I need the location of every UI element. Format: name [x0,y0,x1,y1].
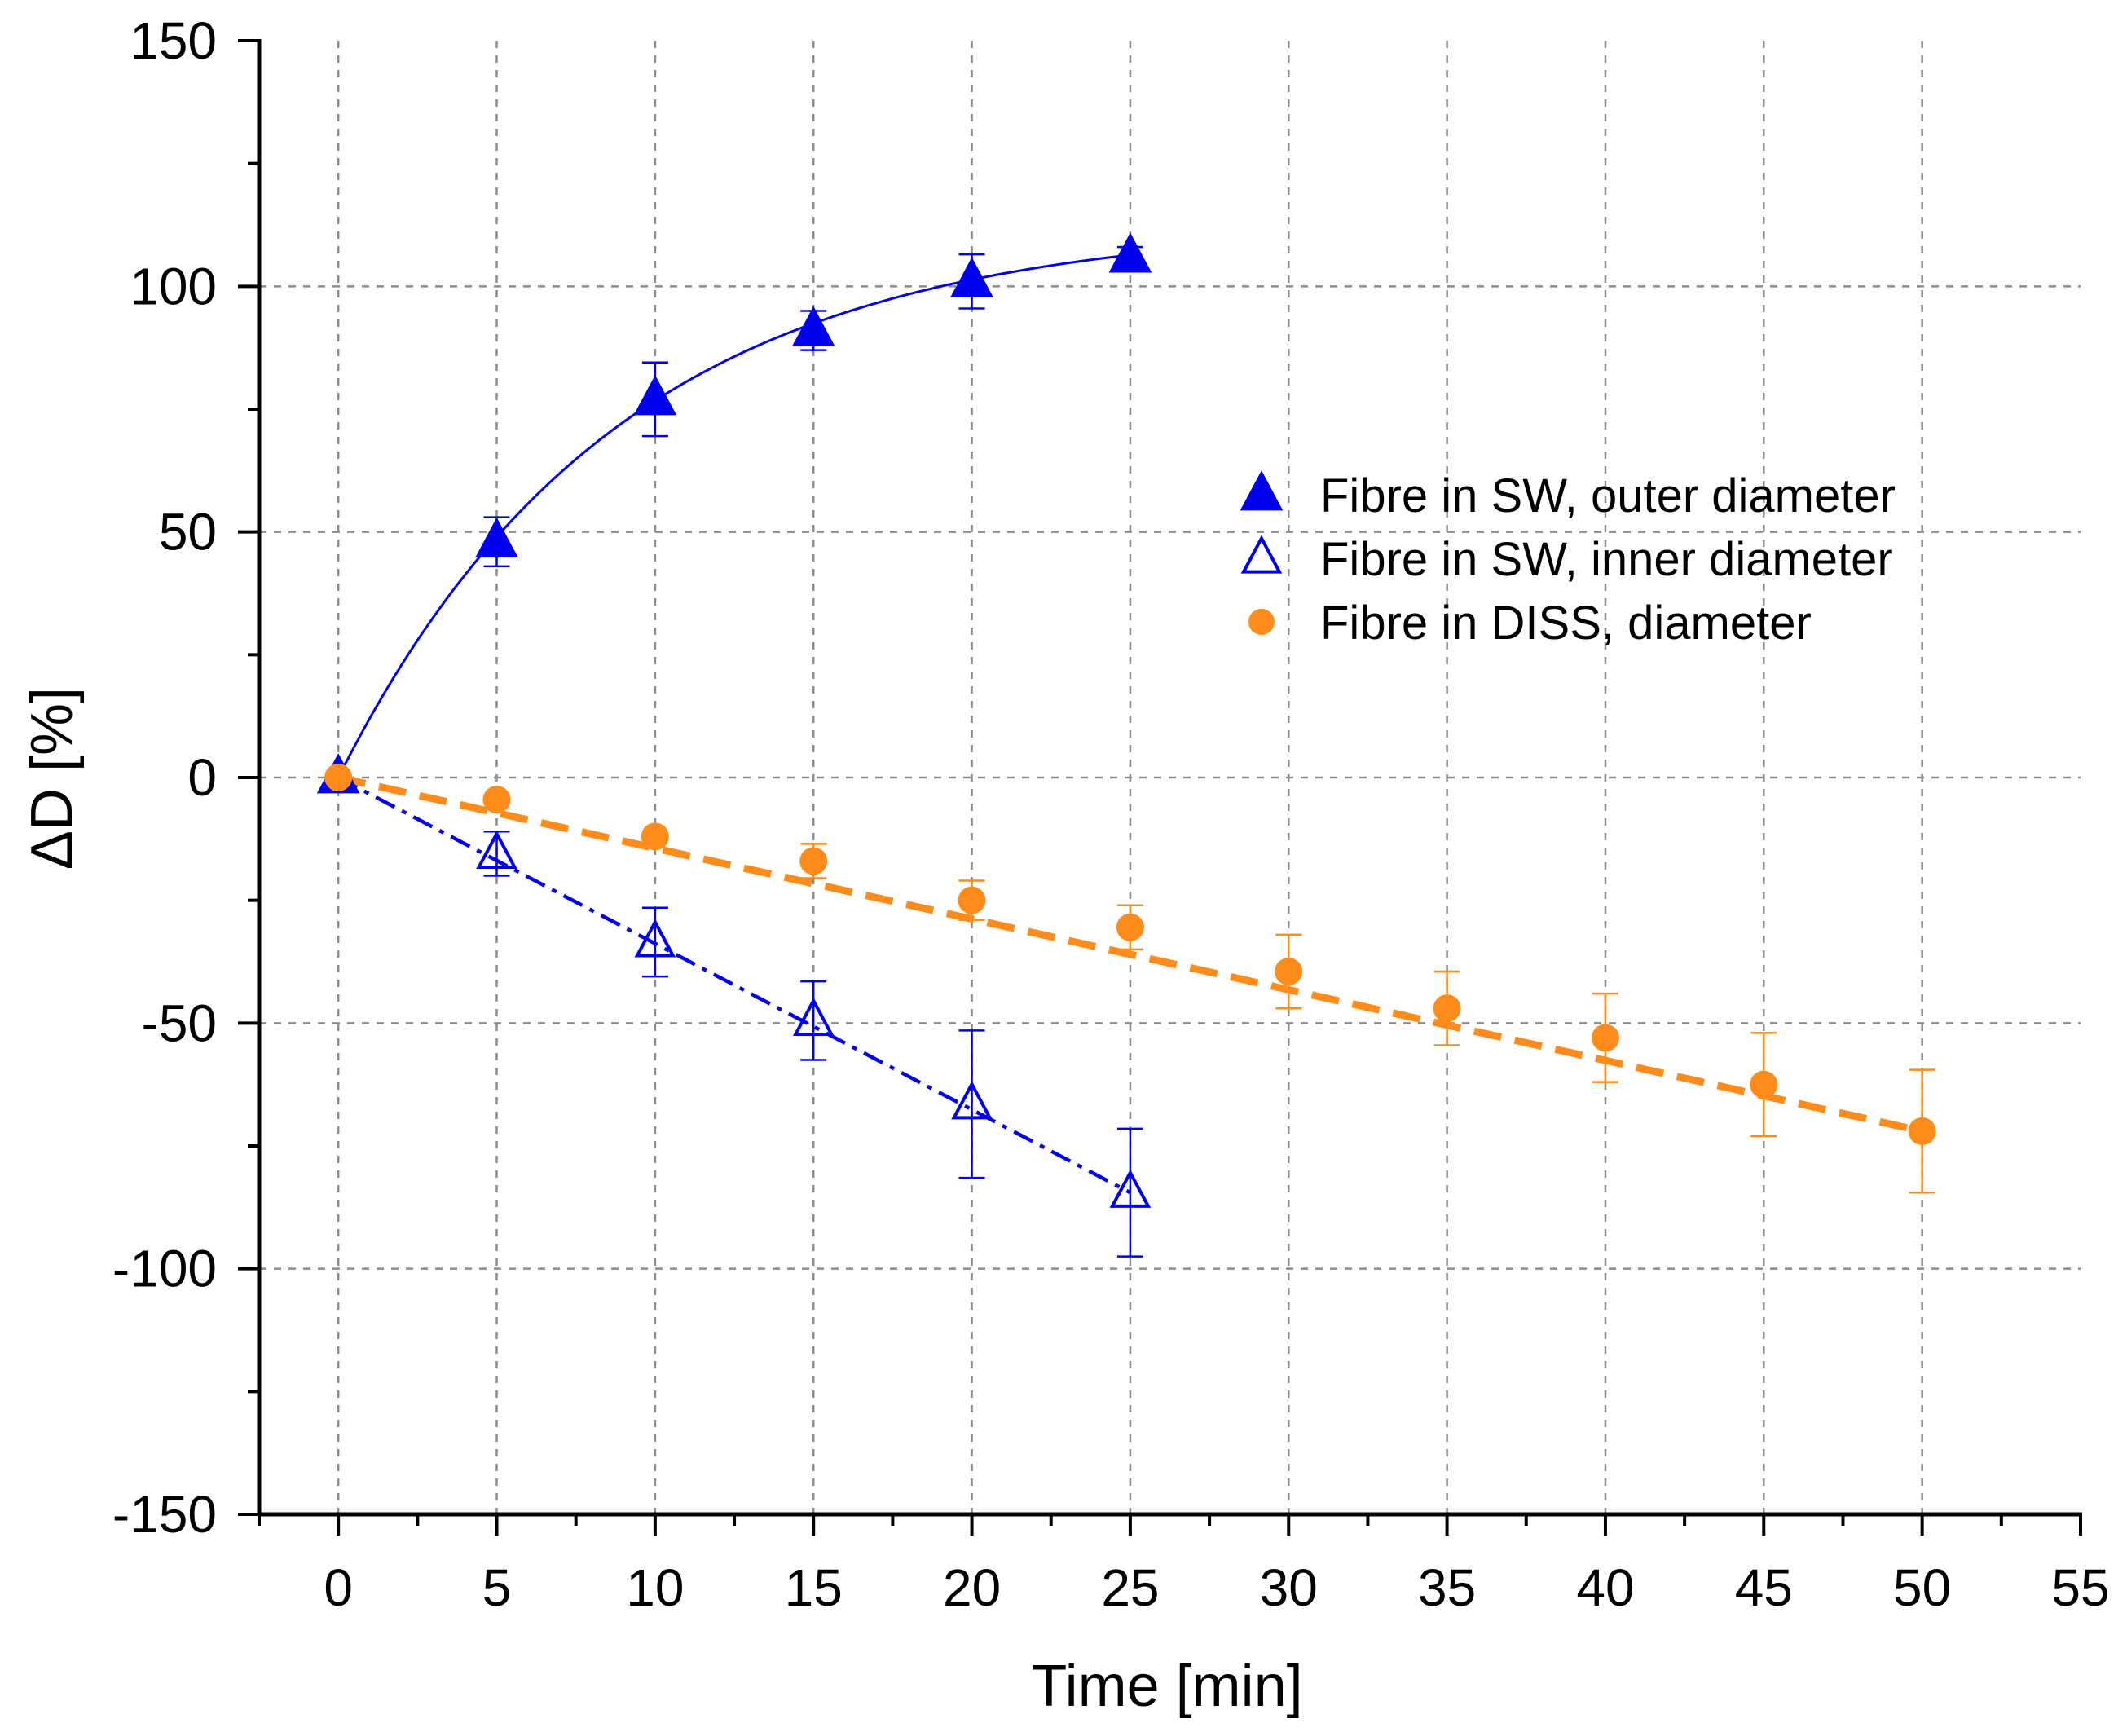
y-tick-label: 100 [130,257,217,315]
x-tick-label: 5 [482,1558,512,1617]
data-point-diss-diameter [1116,913,1144,941]
y-tick-label: -150 [112,1485,217,1544]
x-axis-title: Time [min] [1031,1654,1302,1719]
data-point-diss-diameter [482,786,511,814]
legend-symbol-filled-circle [1248,609,1275,635]
legend-marker-open-triangle [1240,535,1283,574]
data-point-outer-diameter [633,375,677,416]
x-tick-label: 15 [785,1558,843,1617]
legend-item-outer-diameter: Fibre in SW, outer diameter [1240,469,1896,522]
legend-symbol-open-triangle [1240,535,1283,574]
data-point-diss-diameter [641,822,669,851]
data-point-inner-diameter [1109,1169,1152,1208]
data-point-diss-diameter [1275,958,1303,986]
tick-labels: 0 5 10 15 20 25 30 35 40 45 50 55 150 100 50 0 -50 -100 -1… [112,11,2110,1617]
data-point-diss-diameter [324,764,353,791]
x-tick-label: 45 [1735,1558,1793,1617]
data-point-diss-diameter [1908,1117,1936,1145]
data-point-outer-diameter [475,517,518,558]
legend-label-outer-diameter: Fibre in SW, outer diameter [1320,469,1896,522]
axes [238,39,2082,1536]
y-axis-title: ΔD [%] [20,687,85,870]
legend-label-diss-diameter: Fibre in DISS, diameter [1320,597,1812,650]
data-point-diss-diameter [1750,1070,1778,1099]
data-point-inner-diameter [951,1080,993,1120]
x-tick-label: 55 [2051,1558,2109,1617]
data-point-inner-diameter [476,830,517,870]
data-point-outer-diameter [791,306,835,346]
data-point-diss-diameter [1433,994,1461,1023]
y-tick-label: -100 [112,1240,217,1298]
y-tick-label: -50 [142,994,218,1052]
legend-item-diss-diameter: Fibre in DISS, diameter [1248,597,1812,650]
data-point-diss-diameter [1591,1024,1619,1052]
y-tick-label: 0 [187,748,217,807]
x-tick-label: 10 [626,1558,684,1617]
data-point-outer-diameter [1108,232,1152,273]
x-tick-label: 35 [1418,1558,1476,1617]
legend-item-inner-diameter: Fibre in SW, inner diameter [1240,533,1893,586]
data-point-diss-diameter [799,847,828,875]
fit-line-diss-diameter [337,773,1923,1135]
fit-line-outer-diameter [337,253,1131,778]
data-point-inner-diameter [792,997,835,1036]
error-bars [483,245,1935,1258]
y-tick-label: 50 [159,503,217,562]
grid-layer [259,41,2081,1514]
x-tick-label: 0 [324,1558,353,1617]
legend-label-inner-diameter: Fibre in SW, inner diameter [1320,533,1893,586]
legend: Fibre in SW, outer diameter Fibre in SW,… [1240,469,1896,650]
x-tick-label: 25 [1101,1558,1159,1617]
x-tick-label: 20 [943,1558,1001,1617]
x-tick-label: 50 [1893,1558,1951,1617]
data-points [316,232,1936,1208]
x-tick-label: 40 [1576,1558,1634,1617]
y-tick-label: 150 [130,11,217,70]
legend-marker-filled-circle [1248,609,1275,635]
data-point-inner-diameter [634,919,676,958]
legend-symbol-filled-triangle [1240,470,1284,511]
fit-lines [337,253,1923,1195]
fit-line-inner-diameter [337,776,1131,1195]
data-point-outer-diameter [950,257,993,297]
x-tick-label: 30 [1260,1558,1318,1617]
legend-marker-filled-triangle [1240,470,1284,511]
data-point-diss-diameter [958,886,986,914]
